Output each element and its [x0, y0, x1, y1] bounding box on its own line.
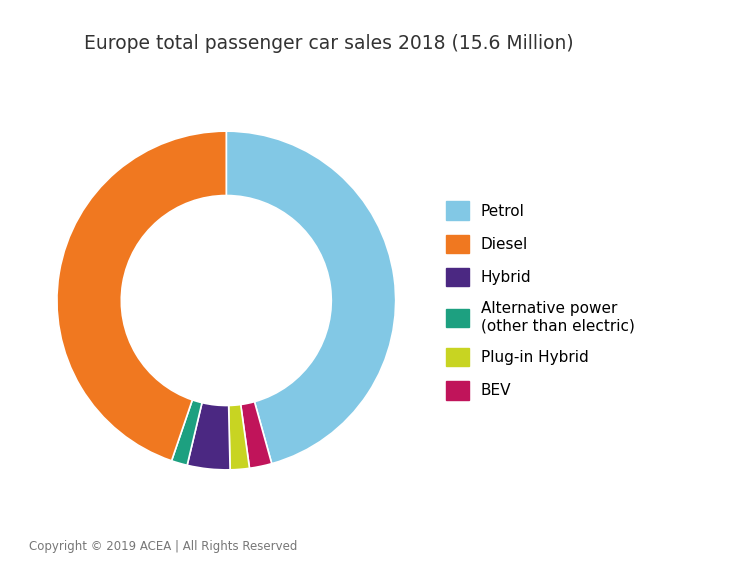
- Wedge shape: [172, 400, 202, 466]
- Wedge shape: [241, 401, 272, 468]
- Legend: Petrol, Diesel, Hybrid, Alternative power
(other than electric), Plug-in Hybrid,: Petrol, Diesel, Hybrid, Alternative powe…: [445, 201, 634, 400]
- Wedge shape: [57, 131, 226, 461]
- Wedge shape: [228, 404, 250, 470]
- Wedge shape: [226, 131, 396, 464]
- Wedge shape: [187, 403, 230, 470]
- Text: Europe total passenger car sales 2018 (15.6 Million): Europe total passenger car sales 2018 (1…: [84, 34, 573, 53]
- Text: Copyright © 2019 ACEA | All Rights Reserved: Copyright © 2019 ACEA | All Rights Reser…: [29, 540, 298, 553]
